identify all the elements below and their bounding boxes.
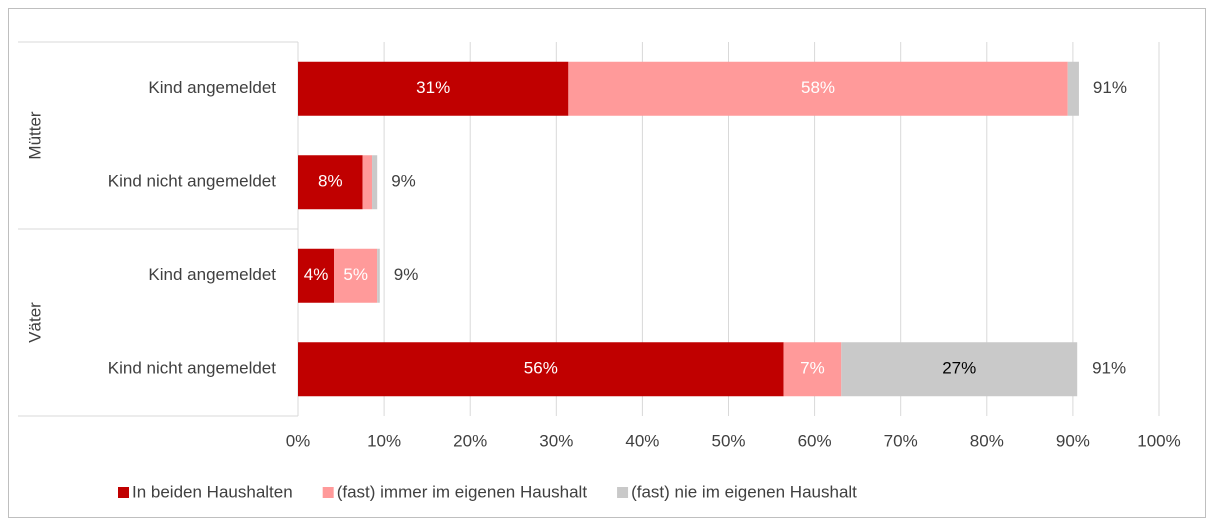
category-label: Kind nicht angemeldet [108, 359, 277, 378]
bar-segment [334, 248, 378, 303]
data-label: 27% [942, 359, 976, 378]
total-label: 9% [394, 265, 419, 284]
x-tick-label: 10% [367, 431, 401, 450]
data-label: 4% [304, 265, 329, 284]
total-label: 91% [1093, 78, 1127, 97]
data-label: 5% [343, 265, 368, 284]
group-label: Väter [25, 302, 44, 343]
bar-segment [783, 342, 842, 397]
data-label: 58% [801, 78, 835, 97]
bar-segment [568, 61, 1068, 116]
data-label: 56% [524, 359, 558, 378]
legend-label: (fast) nie im eigenen Haushalt [631, 482, 857, 501]
category-label: Kind angemeldet [148, 78, 276, 97]
total-label: 9% [391, 172, 416, 191]
x-tick-label: 30% [539, 431, 573, 450]
x-tick-label: 70% [884, 431, 918, 450]
legend-swatch [118, 487, 129, 498]
bar-segment [377, 248, 380, 303]
category-label: Kind angemeldet [148, 265, 276, 284]
x-tick-label: 90% [1056, 431, 1090, 450]
legend-swatch [322, 487, 334, 498]
data-label: 8% [318, 172, 343, 191]
bar-segment [298, 342, 784, 397]
x-tick-label: 0% [286, 431, 311, 450]
bar-segment [362, 155, 373, 210]
legend-label: In beiden Haushalten [132, 482, 293, 501]
x-tick-label: 60% [798, 431, 832, 450]
total-label: 91% [1092, 359, 1126, 378]
bar-segment [841, 342, 1078, 397]
x-tick-label: 80% [970, 431, 1004, 450]
bar-segment [1067, 61, 1079, 116]
x-tick-label: 100% [1137, 431, 1180, 450]
x-tick-label: 40% [625, 431, 659, 450]
x-tick-label: 50% [711, 431, 745, 450]
bar-segment [298, 248, 335, 303]
bar-segment [298, 155, 363, 210]
bar-segment [298, 61, 569, 116]
category-label: Kind nicht angemeldet [108, 172, 277, 191]
data-label: 7% [800, 359, 825, 378]
data-label: 31% [416, 78, 450, 97]
x-tick-label: 20% [453, 431, 487, 450]
group-label: Mütter [25, 111, 44, 160]
legend-swatch [617, 487, 629, 498]
bar-segment [372, 155, 378, 210]
legend-label: (fast) immer im eigenen Haushalt [337, 482, 588, 501]
